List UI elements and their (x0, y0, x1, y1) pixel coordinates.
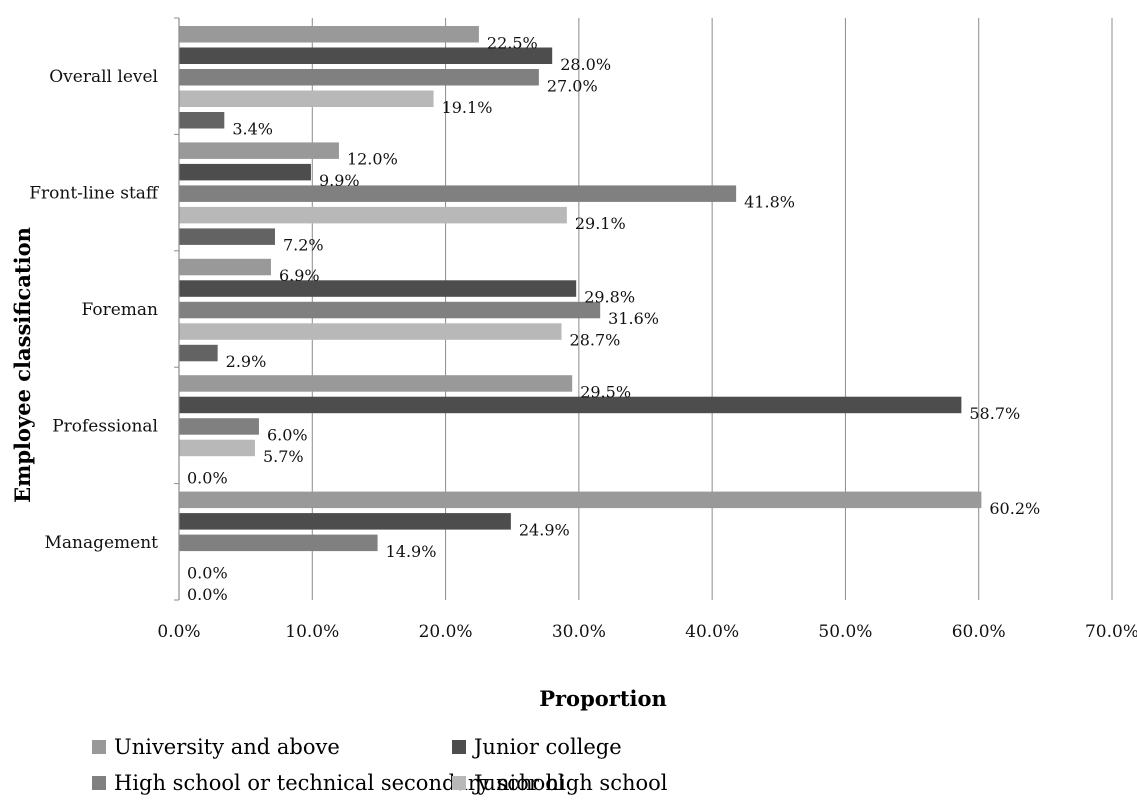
data-label: 27.0% (547, 76, 598, 95)
bar (179, 185, 737, 202)
data-label: 19.1% (442, 98, 493, 117)
data-label: 41.8% (744, 193, 795, 212)
x-tick-label: 20.0% (419, 622, 473, 642)
bar (179, 69, 539, 86)
legend-label: High school or technical secondary schoo… (114, 771, 565, 795)
legend-swatch (92, 776, 106, 790)
legend-swatch (92, 740, 106, 754)
data-label: 29.8% (584, 288, 635, 307)
x-tick-label: 10.0% (285, 622, 339, 642)
bar (179, 90, 434, 107)
legend: University and above Junior college High s… (92, 734, 852, 796)
bar (179, 491, 982, 509)
data-label: 24.9% (519, 520, 570, 539)
data-label: 28.7% (570, 331, 621, 350)
data-label: 28.0% (560, 55, 611, 74)
x-tick-label: 40.0% (685, 622, 739, 642)
bar (179, 396, 962, 414)
data-label: 5.7% (263, 447, 304, 466)
bar (179, 439, 255, 457)
data-label: 31.6% (608, 309, 659, 328)
data-label: 9.9% (319, 171, 360, 190)
bar (179, 206, 567, 224)
bar (179, 142, 339, 159)
legend-label: University and above (114, 735, 340, 759)
data-label: 0.0% (187, 468, 228, 487)
x-tick-label: 50.0% (818, 622, 872, 642)
bar (179, 375, 573, 392)
category-label: Overall level (49, 67, 158, 87)
data-label: 29.5% (580, 382, 631, 401)
data-label: 60.2% (989, 499, 1040, 518)
legend-item: High school or technical secondary schoo… (92, 770, 565, 796)
category-label: Professional (52, 416, 158, 436)
bar (179, 513, 511, 530)
legend-item: Junior college (452, 734, 852, 760)
data-label: 22.5% (487, 33, 538, 52)
data-label: 2.9% (226, 352, 267, 371)
bar (179, 344, 218, 362)
x-tick-label: 60.0% (952, 622, 1006, 642)
data-label: 0.0% (187, 585, 228, 604)
legend-label: Junior high school (474, 771, 668, 795)
data-label: 6.0% (267, 425, 308, 444)
bar (179, 534, 378, 552)
bar (179, 228, 275, 245)
data-label: 7.2% (283, 236, 324, 255)
data-label: 12.0% (347, 150, 398, 169)
bar (179, 112, 225, 129)
bar (179, 301, 601, 319)
x-axis-title: Proportion (539, 686, 667, 711)
category-label: Foreman (82, 300, 159, 320)
x-tick-label: 30.0% (552, 622, 606, 642)
bar (179, 26, 479, 43)
bar (179, 280, 577, 297)
data-label: 0.0% (187, 563, 228, 582)
axes: 0.0% 10.0% 20.0% 30.0% 40.0% 50.0% 60.0% 70.0% O… (29, 17, 1137, 642)
x-tick-label: 70.0% (1085, 622, 1137, 642)
legend-swatch (452, 776, 466, 790)
x-tick-label: 0.0% (157, 622, 200, 642)
bar (179, 323, 562, 340)
data-label: 29.1% (575, 214, 626, 233)
legend-label: Junior college (474, 735, 622, 759)
data-label: 58.7% (969, 404, 1020, 423)
legend-item: University and above (92, 734, 452, 760)
legend-item: Junior high school (452, 770, 852, 796)
data-label: 6.9% (279, 266, 320, 285)
data-labels: 22.5% 28.0% 27.0% 19.1% 3.4% 12.0% 9.9% 41.8% 29… (187, 33, 1040, 604)
category-label: Management (44, 533, 158, 553)
y-axis-title: Employee classification (10, 227, 35, 503)
data-label: 14.9% (386, 542, 437, 561)
bars (179, 26, 982, 552)
chart: 0.0% 10.0% 20.0% 30.0% 40.0% 50.0% 60.0% 70.0% O… (10, 17, 1137, 711)
bar (179, 418, 259, 435)
category-label: Front-line staff (29, 184, 160, 204)
bar (179, 47, 553, 64)
data-label: 3.4% (232, 119, 273, 138)
legend-swatch (452, 740, 466, 754)
bar (179, 258, 271, 276)
bar (179, 163, 311, 181)
